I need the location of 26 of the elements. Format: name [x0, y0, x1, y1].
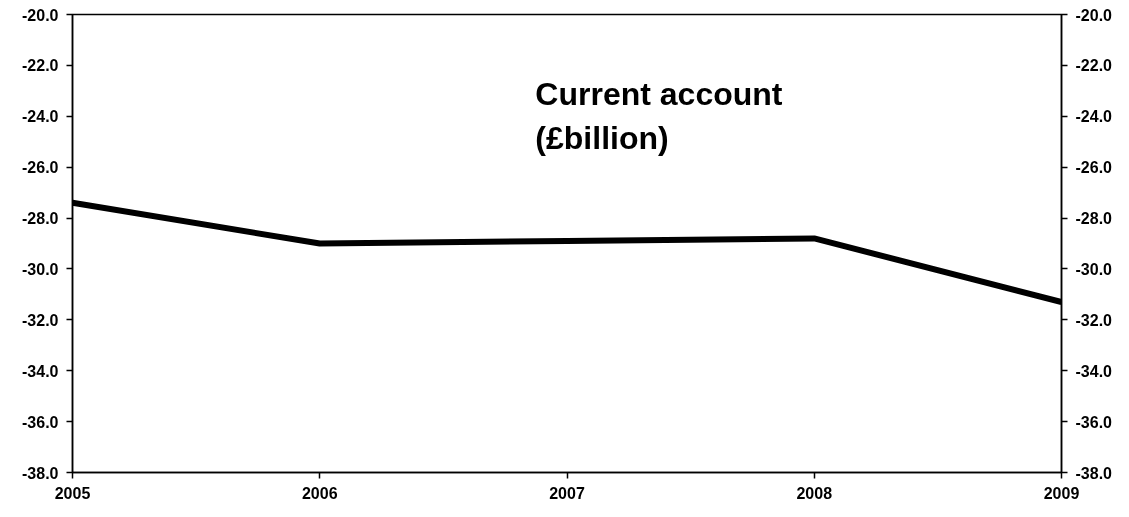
x-tick-label: 2005: [54, 484, 91, 502]
y-tick-label: -38.0: [22, 464, 59, 482]
y-tick-label: -36.0: [22, 413, 59, 431]
y-tick-label: -20.0: [22, 6, 59, 24]
y2-tick-label: -20.0: [1075, 6, 1113, 24]
y2-tick-label: -32.0: [1075, 311, 1113, 329]
x-tick-label: 2009: [1043, 484, 1080, 502]
text: Current account (£billion): [535, 76, 783, 156]
y-tick-label: -26.0: [22, 159, 59, 177]
y2-tick-label: -22.0: [1075, 57, 1113, 75]
y2-tick-label: -26.0: [1075, 159, 1113, 177]
y2-tick-label: -34.0: [1075, 362, 1113, 380]
y2-tick-label: -28.0: [1075, 210, 1113, 228]
x-tick-label: 2007: [549, 484, 585, 502]
x-tick-label: 2008: [796, 484, 833, 502]
y-tick-label: -24.0: [22, 108, 59, 126]
y2-tick-label: -30.0: [1075, 260, 1113, 278]
y-tick-label: -34.0: [22, 362, 59, 380]
y2-tick-label: -36.0: [1075, 413, 1113, 431]
y-tick-label: -30.0: [22, 260, 59, 278]
x-tick-label: 2006: [301, 484, 338, 502]
y-tick-label: -32.0: [22, 311, 59, 329]
y2-tick-label: -24.0: [1075, 108, 1113, 126]
y-tick-label: -28.0: [22, 210, 59, 228]
y2-tick-label: -38.0: [1075, 464, 1113, 482]
y-tick-label: -22.0: [22, 57, 59, 75]
